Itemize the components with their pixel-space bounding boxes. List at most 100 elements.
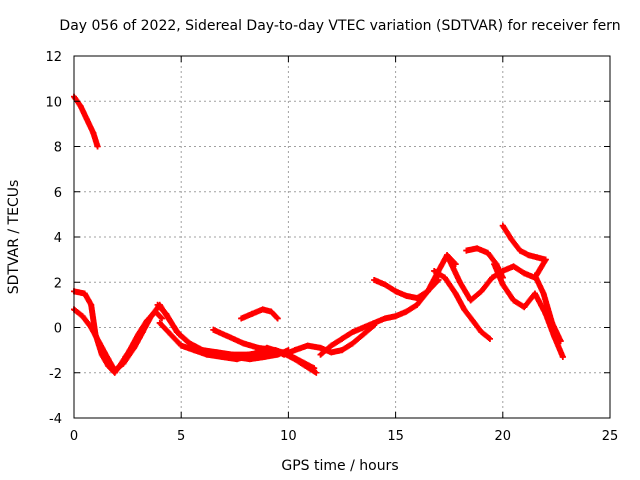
data-point [392, 288, 399, 295]
x-tick-label: 0 [70, 429, 78, 444]
data-point [186, 340, 193, 347]
data-point [163, 310, 170, 317]
y-tick-label: 8 [54, 141, 62, 156]
data-point [233, 356, 240, 363]
data-point [81, 290, 88, 297]
data-point [218, 353, 225, 360]
data-point [446, 256, 453, 263]
data-point [510, 263, 517, 270]
data-point [191, 347, 198, 354]
data-point [534, 254, 541, 261]
data-point [392, 313, 399, 320]
data-point [77, 102, 84, 109]
x-tick-label: 15 [387, 429, 404, 444]
data-point [424, 288, 431, 295]
data-point [248, 351, 255, 358]
data-point [435, 276, 442, 283]
data-point [521, 270, 528, 277]
series-arc-8 [238, 306, 281, 322]
data-point [360, 331, 367, 338]
data-point [139, 329, 146, 336]
data-point [90, 129, 97, 136]
data-point [167, 331, 174, 338]
data-point [559, 353, 566, 360]
data-point [111, 367, 118, 374]
data-point [317, 344, 324, 351]
data-point [542, 256, 549, 263]
data-point [549, 319, 556, 326]
y-tick-label: 10 [45, 95, 62, 110]
data-point [105, 356, 112, 363]
y-tick-label: -2 [49, 367, 62, 382]
y-tick-label: -4 [49, 412, 62, 427]
data-point [259, 306, 266, 313]
data-point [238, 315, 245, 322]
data-point [557, 338, 564, 345]
data-point [313, 369, 320, 376]
data-point [79, 313, 86, 320]
data-point [486, 335, 493, 342]
data-point [178, 342, 185, 349]
data-point [531, 272, 538, 279]
data-point [474, 245, 481, 252]
series-arc-10 [371, 276, 442, 302]
x-axis-label: GPS time / hours [281, 458, 398, 474]
data-point [210, 326, 217, 333]
series-arc-9 [317, 252, 459, 358]
data-point [173, 329, 180, 336]
data-point [349, 329, 356, 336]
x-tick-label: 20 [495, 429, 512, 444]
y-axis-label: SDTVAR / TECUs [6, 180, 22, 295]
data-point [240, 340, 247, 347]
data-point [274, 315, 281, 322]
data-point [83, 116, 90, 123]
data-point [154, 301, 161, 308]
data-point [508, 236, 515, 243]
data-point [88, 301, 95, 308]
data-point [463, 247, 470, 254]
data-point [349, 340, 356, 347]
data-point [478, 288, 485, 295]
data-point [371, 319, 378, 326]
data-point [156, 319, 163, 326]
data-point [270, 347, 277, 354]
data-point [302, 362, 309, 369]
data-point [94, 143, 101, 150]
data-point [491, 261, 498, 268]
data-point [255, 344, 262, 351]
data-point [248, 310, 255, 317]
chart-title: Day 056 of 2022, Sidereal Day-to-day VTE… [59, 18, 620, 34]
data-point [521, 304, 528, 311]
data-point [131, 344, 138, 351]
data-point [268, 308, 275, 315]
data-point [456, 279, 463, 286]
data-point [452, 290, 459, 297]
y-tick-label: 0 [54, 322, 62, 337]
data-point [281, 351, 288, 358]
data-point [461, 306, 468, 313]
data-point [489, 274, 496, 281]
data-point [540, 290, 547, 297]
data-point [478, 329, 485, 336]
y-tick-label: 4 [54, 231, 62, 246]
data-point [122, 353, 129, 360]
data-point [96, 340, 103, 347]
data-point [441, 274, 448, 281]
data-point [525, 252, 532, 259]
grid-lines [74, 56, 610, 418]
data-point [467, 297, 474, 304]
series-arc-16 [531, 272, 564, 345]
data-point [414, 295, 421, 302]
axis-ticks: 0 5 10 15 20 25 -4 -2 0 2 4 6 8 10 12 [45, 50, 618, 444]
data-point [516, 247, 523, 254]
data-point [381, 315, 388, 322]
data-point [328, 342, 335, 349]
data-point [431, 267, 438, 274]
data-point [531, 290, 538, 297]
data-point [203, 351, 210, 358]
data-point [510, 297, 517, 304]
x-tick-label: 5 [177, 429, 185, 444]
data-point [444, 252, 451, 259]
data-point [304, 342, 311, 349]
